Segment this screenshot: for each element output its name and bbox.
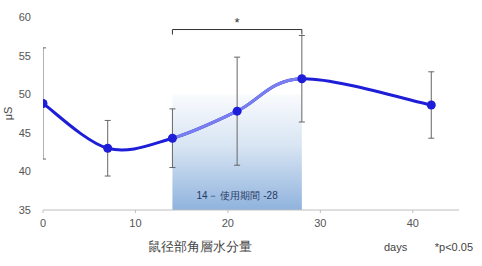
footnote: *p<0.05 (435, 241, 473, 253)
x-tick (320, 210, 321, 213)
x-axis (43, 210, 459, 211)
point (297, 74, 306, 83)
y-tick-label: 45 (19, 127, 31, 139)
x-tick (43, 210, 44, 213)
plot-area (43, 36, 436, 177)
significance-mark: * (235, 15, 240, 30)
x-tick (412, 210, 413, 213)
point (43, 99, 48, 108)
span-line (172, 79, 301, 138)
y-tick-label: 35 (19, 204, 31, 216)
x-tick-label: 30 (314, 217, 326, 229)
y-tick-label: 50 (19, 88, 31, 100)
chart: 14－ 使用期間 -28 0 10 20 30 40 35 40 45 50 55 60 μS 鼠径部角層… (0, 0, 482, 266)
x-axis-label: 鼠径部角層水分量 (148, 239, 252, 254)
span-label: 14－ 使用期間 -28 (197, 190, 279, 201)
point (168, 134, 177, 143)
x-tick (135, 210, 136, 213)
y-tick-label: 40 (19, 165, 31, 177)
y-tick-label: 55 (19, 50, 31, 62)
x-tick (227, 210, 228, 213)
point (233, 107, 242, 116)
y-tick-label: 60 (19, 11, 31, 23)
x-unit-label: days (384, 241, 408, 253)
series-line (43, 79, 431, 150)
significance-bracket (172, 30, 301, 35)
point (103, 144, 112, 153)
point (427, 101, 436, 110)
y-axis-label: μS (2, 107, 14, 121)
x-tick-label: 0 (40, 217, 46, 229)
x-tick-label: 10 (129, 217, 141, 229)
x-tick-label: 40 (407, 217, 419, 229)
x-tick-label: 20 (222, 217, 234, 229)
